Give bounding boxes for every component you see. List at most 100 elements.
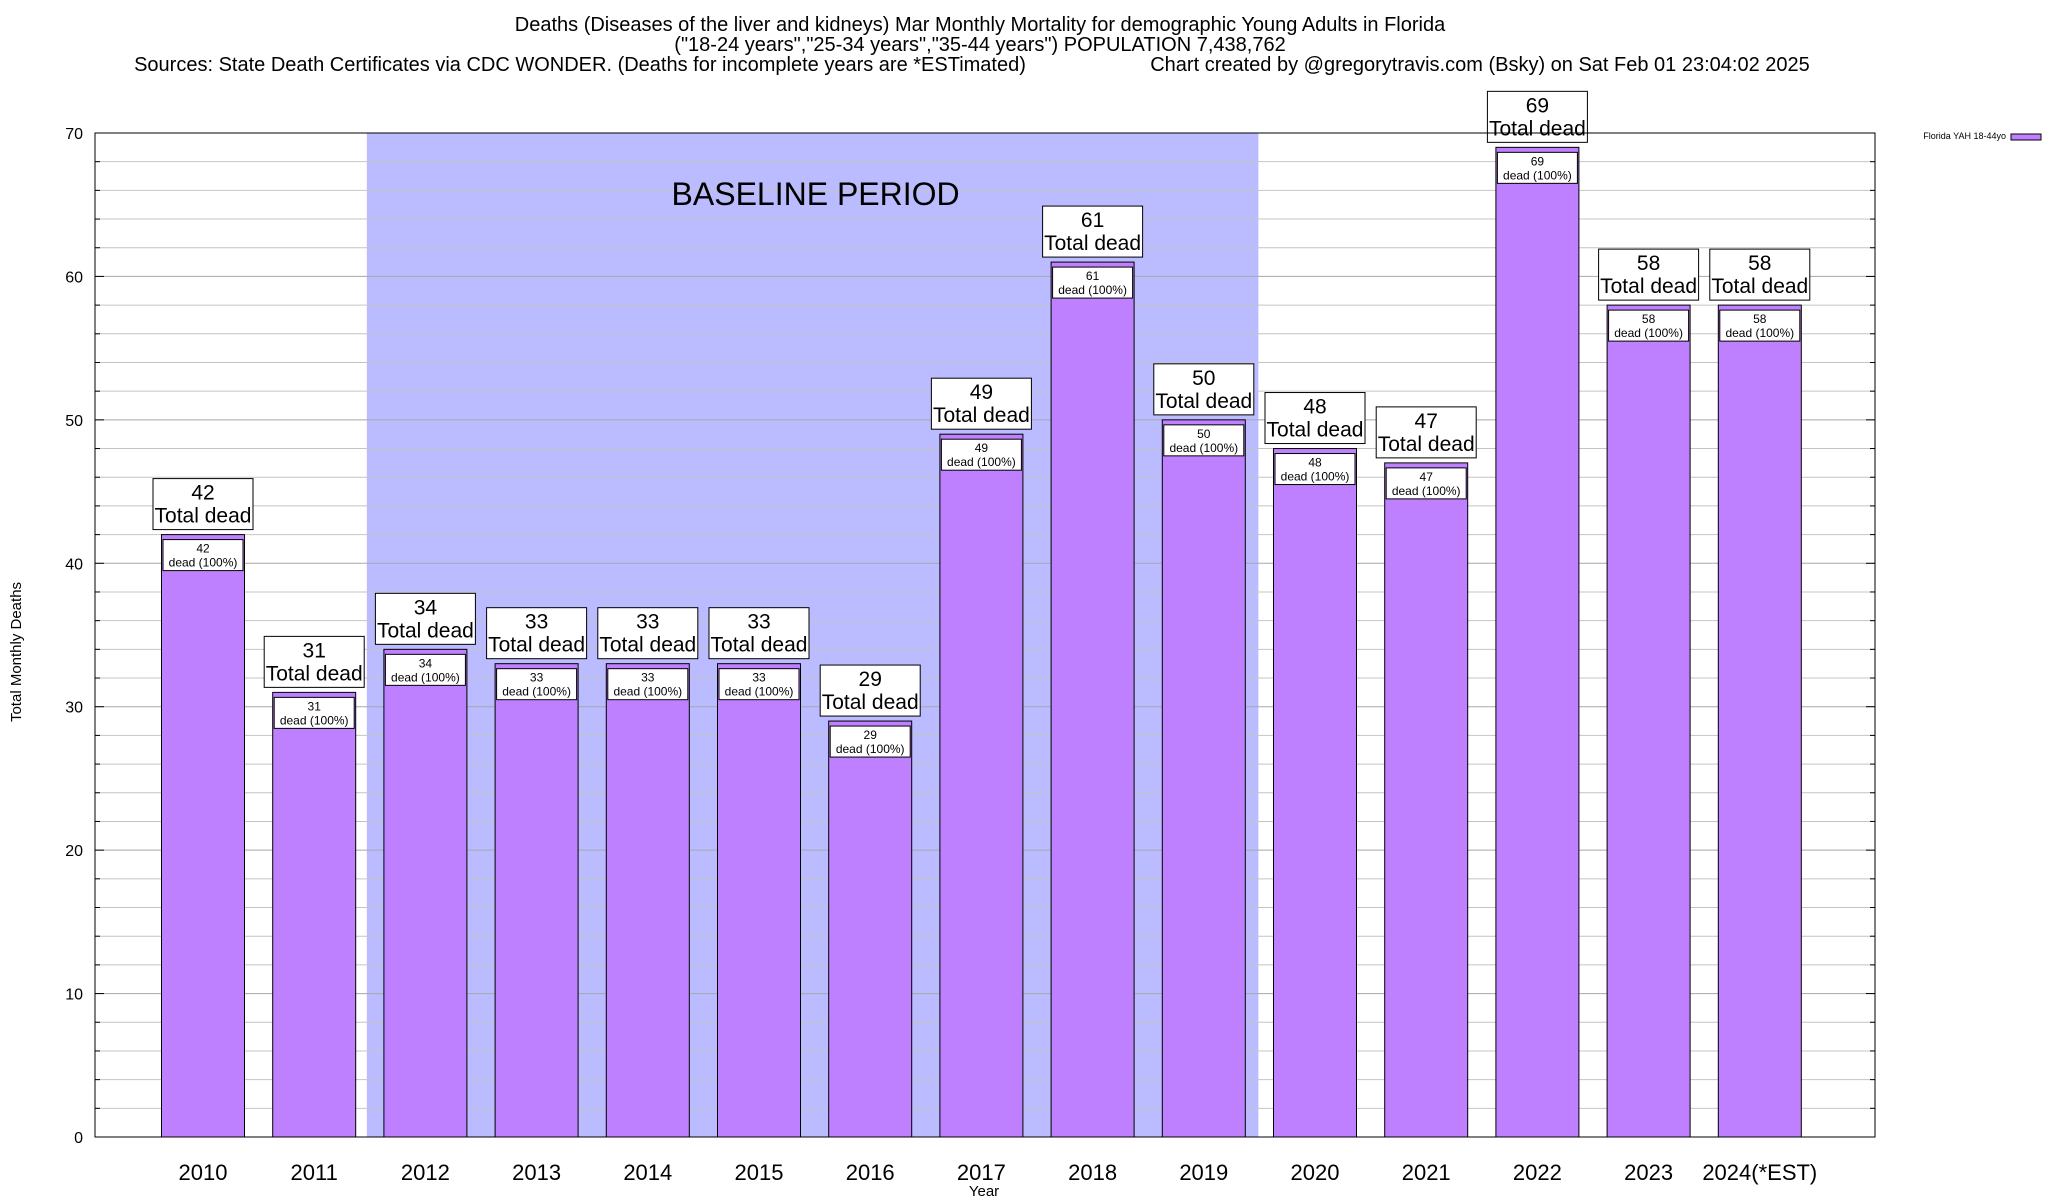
x-tick-label: 2011 (291, 1160, 338, 1185)
bar-total-label-box (1375, 406, 1477, 459)
bar-total-value: 69 (1526, 94, 1549, 117)
bar-inner-label-box (1274, 453, 1356, 486)
bar-inner-value: 29 (864, 728, 878, 742)
bar-total-label-box (1486, 90, 1588, 143)
bar-total-label-box (1264, 392, 1366, 445)
bar-inner-label-box (1608, 309, 1690, 342)
bar-inner-pct: dead (100%) (1281, 470, 1350, 484)
bar-total-value: 49 (970, 381, 993, 404)
bar (1273, 448, 1357, 1138)
x-tick-label: 2017 (957, 1160, 1006, 1185)
bar (1384, 462, 1469, 1138)
bar-total-label-box (263, 635, 365, 688)
bar-total-label-box (597, 607, 699, 660)
y-tick-label: 70 (65, 126, 83, 143)
x-tick-label: 2020 (1291, 1160, 1340, 1185)
bar-inner-label-box (496, 668, 578, 701)
bar-inner-value: 42 (196, 542, 210, 556)
bar-total-text: Total dead (822, 691, 919, 714)
bar-inner-label-box (718, 668, 800, 701)
bar-total-label-box (1709, 248, 1811, 301)
bar-inner-value: 49 (975, 441, 989, 455)
bar-inner-value: 31 (308, 699, 322, 713)
x-tick-label: 2016 (846, 1160, 895, 1185)
bar-inner-label-box (1163, 424, 1245, 457)
bar-total-text: Total dead (1489, 117, 1586, 140)
bar-total-value: 61 (1081, 209, 1104, 232)
bar-inner-pct: dead (100%) (1614, 326, 1683, 340)
bar-total-text: Total dead (711, 634, 808, 657)
x-tick-label: 2021 (1402, 1160, 1451, 1185)
legend: Florida YAH 18-44yo (1923, 131, 2042, 141)
bar-total-label-box (819, 664, 921, 717)
bar-inner-value: 50 (1197, 427, 1211, 441)
bar-inner-value: 33 (530, 671, 544, 685)
bar-total-label-box (486, 607, 588, 660)
bar-inner-label-box (384, 653, 466, 686)
chart-sources: Sources: State Death Certificates via CD… (134, 54, 1026, 76)
bar-inner-pct: dead (100%) (947, 455, 1016, 469)
bar (1050, 261, 1135, 1138)
bar-inner-label-box (1385, 467, 1467, 500)
bar-inner-pct: dead (100%) (169, 556, 238, 570)
bar (717, 663, 801, 1138)
bar-inner-value: 33 (752, 671, 766, 685)
bar (1495, 146, 1580, 1138)
bar-total-text: Total dead (377, 619, 474, 642)
bar-inner-pct: dead (100%) (1503, 168, 1572, 182)
bar-total-text: Total dead (488, 634, 585, 657)
bar-total-text: Total dead (155, 505, 252, 528)
bar-total-value: 33 (636, 611, 659, 634)
chart-title: Deaths (Diseases of the liver and kidney… (515, 14, 1446, 36)
bar-inner-pct: dead (100%) (391, 670, 460, 684)
bar-total-text: Total dead (266, 662, 363, 685)
x-tick-label: 2013 (512, 1160, 561, 1185)
bar (272, 691, 357, 1138)
bar-total-text: Total dead (933, 404, 1030, 427)
bar-total-text: Total dead (599, 634, 696, 657)
bar-inner-pct: dead (100%) (725, 685, 794, 699)
bar-inner-pct: dead (100%) (1392, 484, 1461, 498)
bar-inner-pct: dead (100%) (1169, 441, 1238, 455)
bar (1161, 419, 1246, 1138)
x-tick-label: 2010 (179, 1160, 228, 1185)
bar-total-label-box (374, 592, 476, 645)
bar-inner-label-box (1496, 151, 1578, 184)
chart-subtitle: ("18-24 years","25-34 years","35-44 year… (674, 34, 1285, 56)
bar-total-text: Total dead (1378, 433, 1475, 456)
bar (939, 433, 1024, 1138)
bars-layer (161, 146, 1802, 1138)
bar-total-value: 31 (303, 639, 326, 662)
x-tick-label: 2022 (1513, 1160, 1562, 1185)
bar (161, 534, 245, 1138)
bar (828, 720, 913, 1138)
bar-total-label-box (152, 478, 254, 531)
x-tick-label: 2019 (1179, 1160, 1228, 1185)
bar-inner-pct: dead (100%) (1058, 283, 1127, 297)
bar-inner-pct: dead (100%) (836, 742, 905, 756)
bar-total-text: Total dead (1600, 275, 1697, 298)
y-tick-label: 60 (65, 269, 83, 286)
bar-total-value: 48 (1303, 396, 1326, 419)
bar (605, 663, 690, 1138)
bar-total-text: Total dead (1711, 275, 1808, 298)
bar (1717, 304, 1802, 1138)
bar-total-text: Total dead (1267, 419, 1364, 442)
bar-inner-label-box (607, 668, 689, 701)
bar-inner-value: 48 (1308, 456, 1322, 470)
bar-inner-pct: dead (100%) (502, 685, 571, 699)
x-tick-label: 2015 (735, 1160, 784, 1185)
y-axis-label: Total Monthly Deaths (8, 582, 25, 722)
bar-inner-label-box (273, 696, 355, 729)
bar-total-label-box (930, 377, 1032, 430)
y-tick-label: 10 (65, 987, 83, 1004)
bar-total-label-box (708, 607, 810, 660)
legend-swatch (2010, 133, 2042, 141)
bar-total-label-box (1598, 248, 1700, 301)
bar-inner-value: 58 (1642, 312, 1656, 326)
bar-total-text: Total dead (1155, 390, 1252, 413)
bar-inner-value: 47 (1420, 470, 1434, 484)
bar-total-value: 42 (191, 482, 214, 505)
